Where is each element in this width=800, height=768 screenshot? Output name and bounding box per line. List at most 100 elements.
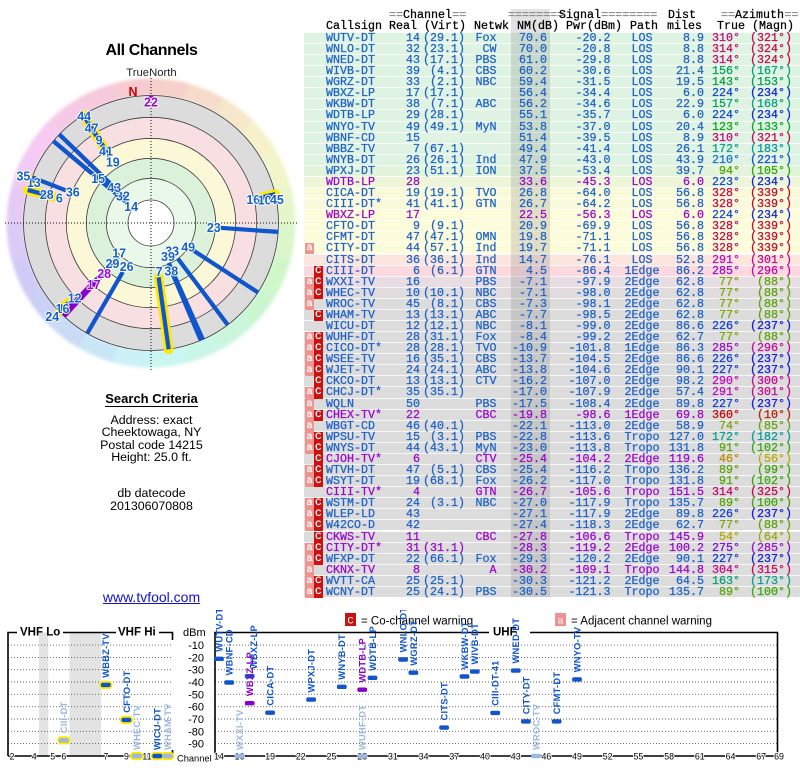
svg-text:7: 7	[103, 751, 108, 761]
svg-text:WICU-DT: WICU-DT	[153, 708, 163, 750]
svg-text:40: 40	[480, 751, 490, 761]
svg-text:CFTO-DT: CFTO-DT	[122, 670, 132, 712]
svg-text:WBXZ-LP: WBXZ-LP	[249, 625, 259, 669]
svg-text:19: 19	[106, 155, 120, 169]
svg-text:WKBW-DT: WKBW-DT	[460, 621, 470, 669]
svg-text:-50: -50	[188, 689, 204, 701]
svg-text:34: 34	[419, 751, 429, 761]
svg-text:-10: -10	[188, 640, 204, 652]
svg-text:24: 24	[45, 310, 59, 324]
svg-text:WXXI-TV: WXXI-TV	[235, 709, 245, 750]
svg-text:28: 28	[40, 188, 54, 202]
svg-text:-90: -90	[188, 739, 204, 751]
svg-text:69: 69	[774, 751, 784, 761]
svg-text:WDTB-LP: WDTB-LP	[358, 638, 368, 683]
svg-text:WBBZ-TV: WBBZ-TV	[101, 633, 111, 678]
svg-text:10: 10	[258, 193, 272, 207]
svg-text:14: 14	[214, 751, 224, 761]
svg-text:17: 17	[112, 246, 126, 260]
svg-text:37: 37	[449, 751, 459, 761]
svg-text:64: 64	[726, 751, 736, 761]
svg-text:43: 43	[107, 181, 121, 195]
svg-text:16: 16	[246, 193, 260, 207]
svg-text:55: 55	[634, 751, 644, 761]
svg-text:-70: -70	[188, 714, 204, 726]
svg-text:31: 31	[388, 751, 398, 761]
svg-text:CITS-DT: CITS-DT	[440, 682, 450, 720]
svg-text:52: 52	[603, 751, 613, 761]
svg-text:36: 36	[66, 186, 80, 200]
svg-text:41: 41	[99, 144, 113, 158]
svg-text:43: 43	[511, 751, 521, 761]
svg-text:49: 49	[572, 751, 582, 761]
svg-text:9: 9	[124, 751, 129, 761]
svg-text:11: 11	[142, 751, 151, 761]
svg-text:39: 39	[161, 250, 175, 264]
svg-text:VHF Hi: VHF Hi	[118, 627, 156, 639]
svg-text:WUTV-DT: WUTV-DT	[214, 610, 224, 652]
svg-text:7: 7	[156, 265, 163, 279]
svg-text:47: 47	[85, 122, 99, 136]
svg-text:WROC-TV: WROC-TV	[532, 703, 542, 750]
svg-text:2: 2	[10, 751, 15, 761]
svg-text:13: 13	[27, 176, 41, 190]
svg-text:12: 12	[68, 292, 82, 306]
svg-text:67: 67	[756, 751, 766, 761]
svg-text:46: 46	[542, 751, 552, 761]
svg-text:a: a	[557, 616, 563, 628]
svg-text:29: 29	[105, 257, 119, 271]
svg-text:VHF Lo: VHF Lo	[20, 627, 60, 639]
svg-text:C: C	[347, 616, 353, 628]
svg-text:CFMT-DT: CFMT-DT	[552, 672, 562, 715]
svg-text:17: 17	[87, 278, 101, 292]
svg-text:15: 15	[91, 172, 105, 186]
svg-text:= Co-channel warning: = Co-channel warning	[361, 616, 473, 628]
svg-text:WPXJ-DT: WPXJ-DT	[307, 649, 317, 693]
svg-text:CIII-DT: CIII-DT	[59, 701, 69, 733]
svg-text:6: 6	[61, 751, 66, 761]
svg-text:23: 23	[207, 221, 221, 235]
svg-text:UHF: UHF	[493, 627, 517, 639]
svg-text:28: 28	[97, 267, 111, 281]
svg-text:19: 19	[265, 751, 275, 761]
svg-text:35: 35	[16, 169, 30, 183]
svg-text:5: 5	[50, 751, 55, 761]
svg-text:WNYO-TV: WNYO-TV	[572, 626, 582, 672]
svg-text:14: 14	[124, 200, 138, 214]
svg-text:CIII-DT-41: CIII-DT-41	[491, 660, 501, 705]
svg-text:-40: -40	[188, 677, 204, 689]
svg-text:32: 32	[116, 189, 130, 203]
svg-text:WNYB-DT: WNYB-DT	[337, 634, 347, 680]
svg-text:45: 45	[270, 193, 284, 207]
svg-text:WNLO-DT: WNLO-DT	[399, 610, 409, 652]
svg-text:-80: -80	[188, 726, 204, 738]
svg-text:N: N	[128, 85, 137, 99]
svg-text:WHEC-TV: WHEC-TV	[132, 704, 142, 750]
svg-text:WHAM-TV: WHAM-TV	[163, 703, 173, 750]
svg-text:= Adjacent channel warning: = Adjacent channel warning	[571, 616, 712, 628]
svg-text:44: 44	[77, 110, 91, 124]
svg-text:6: 6	[56, 191, 63, 205]
svg-text:WNED-DT: WNED-DT	[511, 618, 521, 664]
svg-text:38: 38	[164, 264, 178, 278]
svg-text:WDTB-LP: WDTB-LP	[368, 626, 378, 671]
svg-text:16: 16	[56, 302, 70, 316]
svg-text:WIVB-DT: WIVB-DT	[470, 623, 480, 665]
svg-text:49: 49	[181, 241, 195, 255]
svg-text:-60: -60	[188, 702, 204, 714]
svg-text:CICA-DT: CICA-DT	[266, 666, 276, 706]
svg-text:33: 33	[165, 245, 179, 259]
svg-text:WBXZ-LP: WBXZ-LP	[245, 652, 255, 696]
svg-text:61: 61	[695, 751, 705, 761]
svg-text:CITY-DT: CITY-DT	[521, 676, 531, 714]
svg-text:WBNF-CD: WBNF-CD	[225, 629, 235, 675]
svg-text:25: 25	[327, 751, 337, 761]
svg-text:WGRZ-DT: WGRZ-DT	[409, 620, 419, 666]
svg-text:-20: -20	[188, 652, 204, 664]
svg-text:22: 22	[296, 751, 306, 761]
svg-text:9: 9	[96, 133, 103, 147]
svg-text:dBm: dBm	[183, 627, 206, 639]
svg-text:Channel: Channel	[177, 754, 212, 764]
svg-text:WUHF-DT: WUHF-DT	[358, 705, 368, 750]
svg-text:4: 4	[32, 751, 37, 761]
